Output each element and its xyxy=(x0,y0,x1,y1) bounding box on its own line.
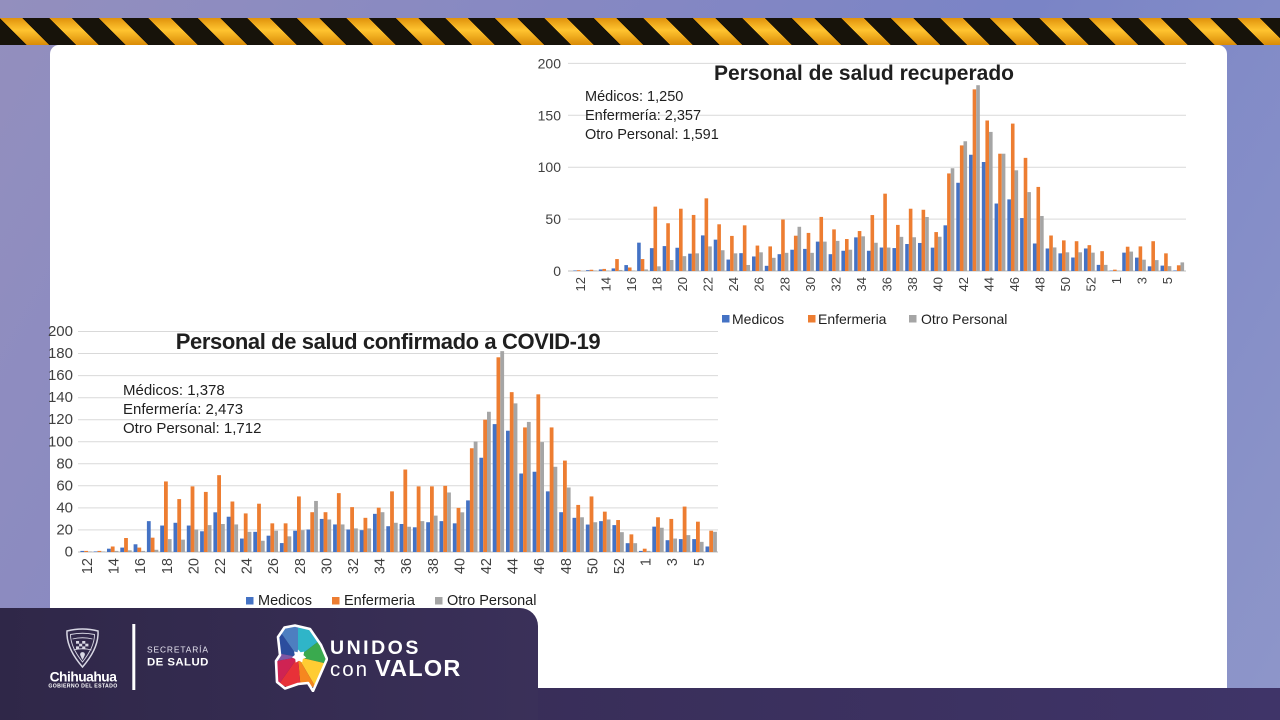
svg-text:40: 40 xyxy=(56,499,73,516)
svg-text:12: 12 xyxy=(573,277,588,291)
svg-text:1: 1 xyxy=(1109,277,1124,284)
svg-text:160: 160 xyxy=(48,367,73,384)
svg-text:0: 0 xyxy=(553,263,561,279)
svg-text:0: 0 xyxy=(65,544,73,561)
svg-text:16: 16 xyxy=(624,277,639,291)
svg-text:DE SALUD: DE SALUD xyxy=(147,657,209,669)
svg-text:44: 44 xyxy=(982,277,997,291)
svg-text:Otro Personal: Otro Personal xyxy=(921,311,1007,327)
svg-text:Enfermería: 2,473: Enfermería: 2,473 xyxy=(123,401,243,418)
svg-text:52: 52 xyxy=(1084,277,1099,291)
svg-text:100: 100 xyxy=(48,433,73,450)
svg-text:20: 20 xyxy=(56,521,73,538)
svg-text:5: 5 xyxy=(692,558,708,566)
svg-text:40: 40 xyxy=(452,558,468,574)
svg-text:12: 12 xyxy=(80,558,96,574)
svg-text:GOBIERNO DEL ESTADO: GOBIERNO DEL ESTADO xyxy=(48,684,117,690)
svg-text:Enfermería: 2,357: Enfermería: 2,357 xyxy=(585,108,701,124)
svg-text:UNIDOS: UNIDOS xyxy=(330,637,421,659)
svg-text:14: 14 xyxy=(599,277,614,291)
svg-text:5: 5 xyxy=(1160,277,1175,284)
svg-text:32: 32 xyxy=(346,558,362,574)
svg-text:Otro Personal: Otro Personal xyxy=(447,593,536,609)
svg-text:SECRETARÍA: SECRETARÍA xyxy=(147,645,209,655)
svg-text:con: con xyxy=(330,658,369,681)
svg-text:46: 46 xyxy=(532,558,548,574)
svg-text:18: 18 xyxy=(160,558,176,574)
svg-text:20: 20 xyxy=(675,277,690,291)
svg-text:20: 20 xyxy=(186,558,202,574)
svg-text:Otro Personal: 1,712: Otro Personal: 1,712 xyxy=(123,420,261,437)
svg-text:Otro Personal: 1,591: Otro Personal: 1,591 xyxy=(585,127,719,143)
svg-text:200: 200 xyxy=(48,323,73,340)
svg-text:200: 200 xyxy=(538,55,562,71)
svg-text:36: 36 xyxy=(879,277,894,291)
svg-text:Enfermeria: Enfermeria xyxy=(818,311,887,327)
svg-text:26: 26 xyxy=(266,558,282,574)
svg-text:50: 50 xyxy=(545,211,561,227)
svg-text:Personal de salud confirmado a: Personal de salud confirmado a COVID-19 xyxy=(176,329,601,354)
svg-text:26: 26 xyxy=(752,277,767,291)
svg-text:120: 120 xyxy=(48,411,73,428)
svg-text:24: 24 xyxy=(240,558,256,574)
svg-text:18: 18 xyxy=(650,277,665,291)
svg-text:VALOR: VALOR xyxy=(375,655,462,681)
svg-text:30: 30 xyxy=(803,277,818,291)
svg-text:Medicos: Medicos xyxy=(732,311,784,327)
svg-text:30: 30 xyxy=(319,558,335,574)
svg-text:140: 140 xyxy=(48,389,73,406)
svg-text:28: 28 xyxy=(293,558,309,574)
svg-text:52: 52 xyxy=(612,558,628,574)
svg-text:48: 48 xyxy=(1033,277,1048,291)
svg-text:Personal de salud recuperado: Personal de salud recuperado xyxy=(714,62,1014,85)
svg-text:42: 42 xyxy=(479,558,495,574)
svg-text:60: 60 xyxy=(56,477,73,494)
svg-text:100: 100 xyxy=(538,159,562,175)
svg-text:3: 3 xyxy=(1135,277,1150,284)
svg-text:Médicos: 1,378: Médicos: 1,378 xyxy=(123,382,225,399)
svg-text:36: 36 xyxy=(399,558,415,574)
svg-text:Medicos: Medicos xyxy=(258,593,312,609)
svg-text:48: 48 xyxy=(559,558,575,574)
svg-text:Chihuahua: Chihuahua xyxy=(50,670,118,685)
svg-text:34: 34 xyxy=(373,558,389,574)
svg-text:Enfermeria: Enfermeria xyxy=(344,593,416,609)
svg-text:38: 38 xyxy=(426,558,442,574)
svg-text:150: 150 xyxy=(538,107,562,123)
svg-text:16: 16 xyxy=(133,558,149,574)
svg-text:50: 50 xyxy=(1058,277,1073,291)
svg-text:38: 38 xyxy=(905,277,920,291)
svg-text:44: 44 xyxy=(506,558,522,574)
svg-text:22: 22 xyxy=(213,558,229,574)
svg-text:180: 180 xyxy=(48,345,73,362)
svg-text:32: 32 xyxy=(828,277,843,291)
svg-text:34: 34 xyxy=(854,277,869,291)
svg-text:50: 50 xyxy=(585,558,601,574)
svg-text:Médicos: 1,250: Médicos: 1,250 xyxy=(585,89,683,105)
svg-text:22: 22 xyxy=(701,277,716,291)
svg-text:46: 46 xyxy=(1007,277,1022,291)
svg-text:24: 24 xyxy=(726,277,741,291)
svg-text:42: 42 xyxy=(956,277,971,291)
svg-text:1: 1 xyxy=(639,558,655,566)
svg-text:3: 3 xyxy=(665,558,681,566)
svg-text:80: 80 xyxy=(56,455,73,472)
svg-text:28: 28 xyxy=(777,277,792,291)
svg-text:14: 14 xyxy=(107,558,123,574)
svg-text:40: 40 xyxy=(930,277,945,291)
